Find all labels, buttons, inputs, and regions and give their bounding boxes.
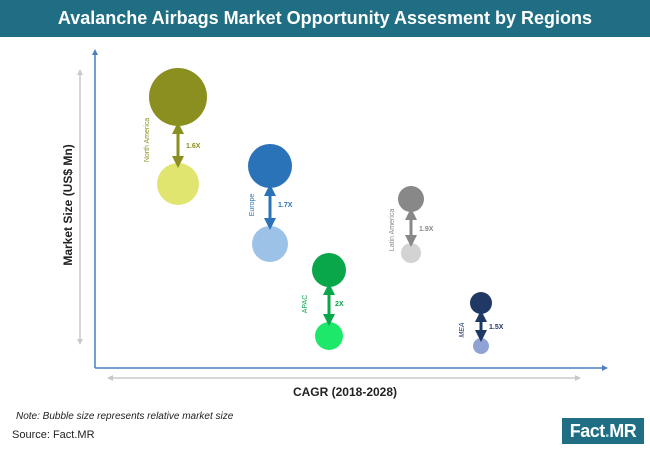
x-axis-label: CAGR (2018-2028) (293, 385, 397, 399)
bubble-current-mea (470, 292, 492, 314)
region-label-north-america: North America (144, 118, 151, 162)
bubble-future-latin-america (401, 243, 421, 263)
bubble-future-north-america (157, 163, 199, 205)
source-text: Source: Fact.MR (12, 429, 95, 441)
logo-part2: MR (609, 420, 637, 441)
logo-dot: . (604, 420, 610, 441)
growth-label-latin-america: 1.9X (419, 226, 434, 233)
note-text: Note: Bubble size represents relative ma… (16, 411, 234, 422)
growth-label-north-america: 1.6X (186, 143, 201, 150)
growth-label-mea: 1.5X (489, 324, 504, 331)
factmr-logo: Fact. MR (562, 418, 644, 444)
chart-title: Avalanche Airbags Market Opportunity Ass… (0, 0, 650, 37)
bubble-chart: Market Size (US$ Mn) CAGR (2018-2028) Nort… (61, 49, 608, 399)
growth-label-europe: 1.7X (278, 202, 293, 209)
bubble-future-apac (315, 322, 343, 350)
bubble-future-europe (252, 226, 288, 262)
region-label-apac: APAC (302, 295, 309, 314)
logo-part1: Fact (569, 420, 606, 441)
bubble-current-apac (312, 253, 346, 287)
y-axis-label: Market Size (US$ Mn) (61, 144, 75, 265)
bubble-future-mea (473, 338, 489, 354)
bubble-current-latin-america (398, 186, 424, 212)
region-label-europe: Europe (249, 194, 256, 217)
region-label-latin-america: Latin America (389, 209, 396, 252)
bubble-current-north-america (149, 68, 207, 126)
region-label-mea: MEA (459, 322, 466, 338)
growth-label-apac: 2X (335, 301, 344, 308)
bubble-current-europe (248, 144, 292, 188)
